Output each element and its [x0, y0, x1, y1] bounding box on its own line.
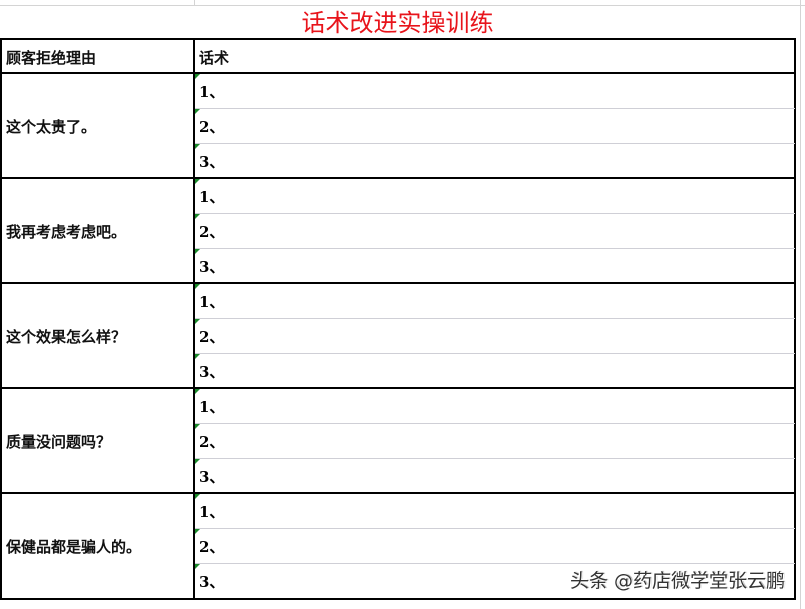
script-cell[interactable]: 1、	[199, 293, 225, 311]
gridline-right	[800, 0, 801, 609]
group-border	[0, 492, 796, 494]
comment-marker-icon	[195, 564, 200, 569]
comment-marker-icon	[195, 424, 200, 429]
header-script[interactable]: 话术	[199, 49, 230, 67]
comment-marker-icon	[195, 494, 200, 499]
header-bottom-border	[0, 72, 796, 74]
row-gridline	[195, 213, 795, 214]
row-gridline	[195, 318, 795, 319]
row-gridline	[195, 528, 795, 529]
training-table	[0, 38, 796, 600]
comment-marker-icon	[195, 354, 200, 359]
row-gridline	[195, 353, 795, 354]
top-cell-fragment: π	[92, 0, 99, 3]
script-cell[interactable]: 2、	[199, 433, 225, 451]
header-reason[interactable]: 顾客拒绝理由	[6, 49, 97, 67]
comment-marker-icon	[195, 109, 200, 114]
comment-marker-icon	[195, 319, 200, 324]
script-cell[interactable]: 3、	[199, 153, 225, 171]
comment-marker-icon	[195, 459, 200, 464]
script-cell[interactable]: 1、	[199, 188, 225, 206]
sheet-title[interactable]: 话术改进实操训练	[301, 9, 494, 37]
script-cell[interactable]: 2、	[199, 538, 225, 556]
gridline-col-a	[194, 0, 195, 6]
comment-marker-icon	[195, 144, 200, 149]
row-gridline	[195, 458, 795, 459]
group-border	[0, 282, 796, 284]
comment-marker-icon	[195, 179, 200, 184]
reason-cell[interactable]: 我再考虑考虑吧。	[6, 223, 127, 241]
comment-marker-icon	[195, 74, 200, 79]
row-gridline	[195, 563, 795, 564]
reason-cell[interactable]: 这个效果怎么样？	[6, 328, 127, 346]
script-cell[interactable]: 3、	[199, 363, 225, 381]
reason-cell[interactable]: 这个太贵了。	[6, 118, 97, 136]
script-cell[interactable]: 1、	[199, 398, 225, 416]
gridline-top	[0, 5, 805, 6]
row-gridline	[195, 423, 795, 424]
row-gridline	[195, 248, 795, 249]
watermark: 头条 @药店微学堂张云鹏	[569, 570, 785, 592]
comment-marker-icon	[195, 284, 200, 289]
comment-marker-icon	[195, 529, 200, 534]
reason-cell[interactable]: 质量没问题吗？	[6, 433, 112, 451]
script-cell[interactable]: 3、	[199, 258, 225, 276]
comment-marker-icon	[195, 214, 200, 219]
script-cell[interactable]: 2、	[199, 118, 225, 136]
group-border	[0, 387, 796, 389]
row-gridline	[195, 108, 795, 109]
script-cell[interactable]: 3、	[199, 468, 225, 486]
group-border	[0, 177, 796, 179]
script-cell[interactable]: 2、	[199, 328, 225, 346]
comment-marker-icon	[195, 389, 200, 394]
script-cell[interactable]: 3、	[199, 573, 225, 591]
script-cell[interactable]: 2、	[199, 223, 225, 241]
script-cell[interactable]: 1、	[199, 83, 225, 101]
reason-cell[interactable]: 保健品都是骗人的。	[6, 538, 142, 556]
column-divider	[193, 38, 195, 600]
row-gridline	[195, 143, 795, 144]
script-cell[interactable]: 1、	[199, 503, 225, 521]
comment-marker-icon	[195, 249, 200, 254]
